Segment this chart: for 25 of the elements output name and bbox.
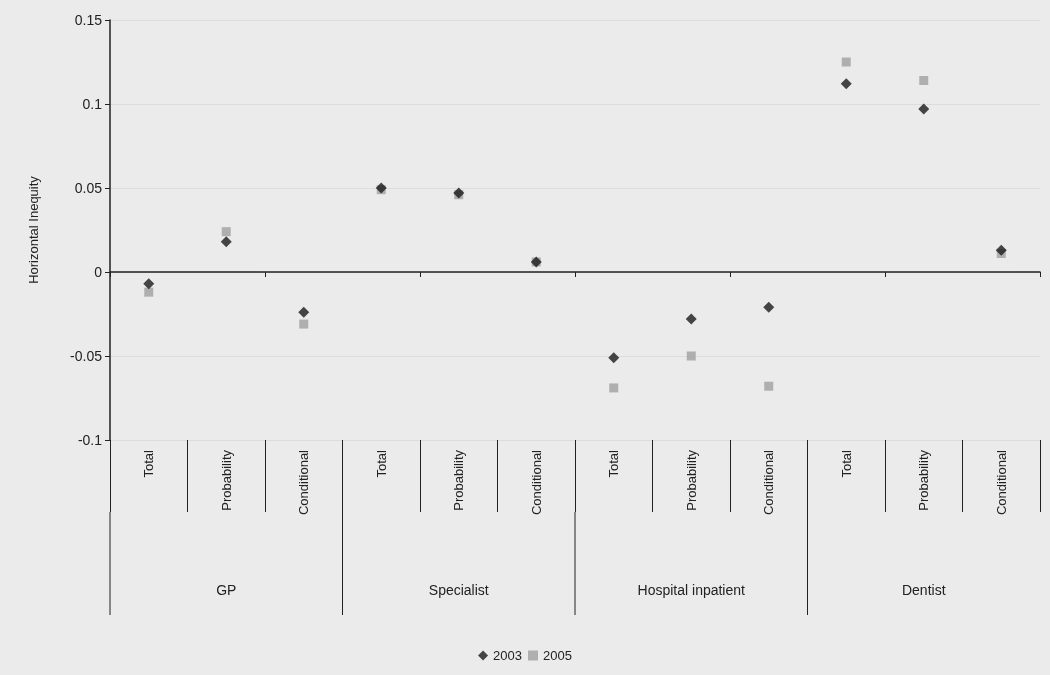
x-tick-label: Total (373, 449, 389, 478)
y-tick-label: 0.15 (74, 12, 103, 28)
x-tick-label: Total (606, 449, 622, 478)
legend-label: 2003 (493, 648, 522, 663)
x-tick-label: Conditional (993, 449, 1009, 516)
y-tick-label: 0.1 (82, 96, 103, 112)
text: Hospital inpatient (637, 582, 746, 598)
y-tick-label: -0.1 (77, 432, 103, 448)
x-tick-label: Conditional (761, 449, 777, 516)
legend-label: 2005 (543, 648, 572, 663)
text: GP (216, 582, 237, 598)
x-tick-label: Conditional (528, 449, 544, 516)
x-tick-label: Probability (218, 449, 234, 511)
x-tick-label: Conditional (296, 449, 312, 516)
y-tick-label: -0.05 (70, 348, 103, 364)
x-tick-label: Probability (916, 449, 932, 511)
y-tick-label: 0 (94, 264, 103, 280)
text: Specialist (428, 582, 489, 598)
x-tick-label: Total (141, 449, 157, 478)
x-tick-label: Probability (451, 449, 467, 511)
text: Dentist (901, 582, 946, 598)
x-tick-label: Total (838, 449, 854, 478)
y-axis-title: Horizontal Inequity (26, 175, 41, 284)
y-tick-label: 0.05 (74, 180, 103, 196)
x-tick-label: Probability (683, 449, 699, 511)
